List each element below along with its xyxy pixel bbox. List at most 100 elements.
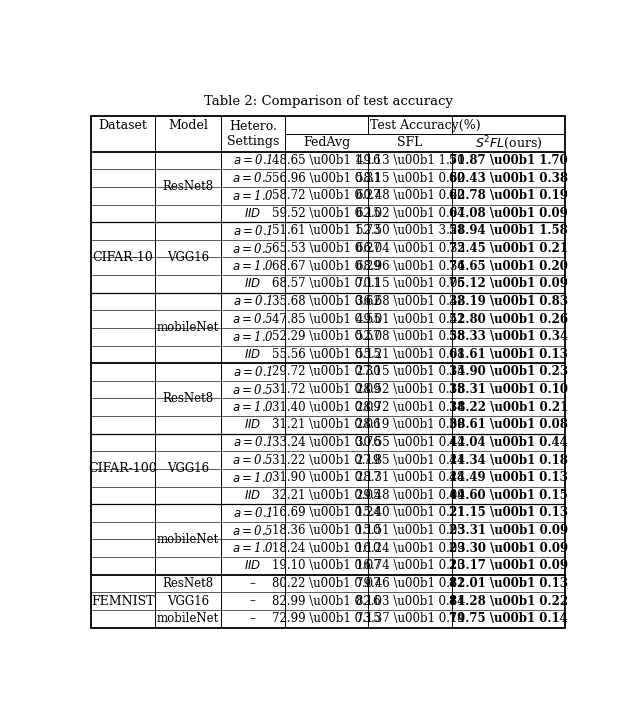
Text: 38.22 \u00b1 0.21: 38.22 \u00b1 0.21 [449, 401, 568, 414]
Text: 16.74 \u00b1 0.10: 16.74 \u00b1 0.10 [356, 560, 465, 572]
Text: 72.99 \u00b1 0.15: 72.99 \u00b1 0.15 [272, 612, 381, 625]
Text: 38.19 \u00b1 0.83: 38.19 \u00b1 0.83 [449, 295, 568, 308]
Text: VGG16: VGG16 [167, 595, 209, 607]
Text: 82.03 \u00b1 0.11: 82.03 \u00b1 0.11 [356, 595, 465, 607]
Text: 73.37 \u00b1 0.14: 73.37 \u00b1 0.14 [356, 612, 465, 625]
Text: 44.04 \u00b1 0.44: 44.04 \u00b1 0.44 [449, 436, 568, 449]
Text: 58.15 \u00b1 0.32: 58.15 \u00b1 0.32 [356, 172, 465, 184]
Text: $a = $0.1: $a = $0.1 [233, 365, 273, 379]
Text: 23.31 \u00b1 0.09: 23.31 \u00b1 0.09 [449, 524, 568, 537]
Text: 15.40 \u00b1 0.21: 15.40 \u00b1 0.21 [356, 506, 465, 520]
Text: 29.48 \u00b1 0.09: 29.48 \u00b1 0.09 [356, 489, 465, 502]
Text: VGG16: VGG16 [167, 462, 209, 476]
Text: ResNet8: ResNet8 [163, 577, 214, 590]
Text: $IID$: $IID$ [244, 207, 262, 220]
Text: SFL: SFL [397, 136, 423, 150]
Text: $a = $0.5: $a = $0.5 [232, 382, 274, 397]
Text: 49.13 \u00b1 1.70: 49.13 \u00b1 1.70 [356, 154, 465, 167]
Text: 33.24 \u00b1 0.76: 33.24 \u00b1 0.76 [272, 436, 381, 449]
Text: 60.43 \u00b1 0.38: 60.43 \u00b1 0.38 [449, 172, 568, 184]
Text: 38.61 \u00b1 0.08: 38.61 \u00b1 0.08 [449, 419, 568, 431]
Text: 28.19 \u00b1 0.09: 28.19 \u00b1 0.09 [356, 419, 465, 431]
Text: 48.65 \u00b1 1.16: 48.65 \u00b1 1.16 [272, 154, 381, 167]
Text: 31.72 \u00b1 0.09: 31.72 \u00b1 0.09 [272, 383, 381, 396]
Text: 80.22 \u00b1 0.07: 80.22 \u00b1 0.07 [272, 577, 381, 590]
Text: 23.30 \u00b1 0.09: 23.30 \u00b1 0.09 [449, 542, 568, 555]
Text: $a = $1.0: $a = $1.0 [232, 259, 274, 273]
Text: 60.48 \u00b1 0.20: 60.48 \u00b1 0.20 [356, 189, 465, 202]
Text: mobileNet: mobileNet [157, 533, 220, 546]
Text: $a = $0.5: $a = $0.5 [232, 453, 274, 467]
Text: CIFAR-10: CIFAR-10 [93, 251, 154, 264]
Text: $a = $0.5: $a = $0.5 [232, 171, 274, 185]
Text: FedAvg: FedAvg [303, 136, 350, 150]
Text: 68.96 \u00b1 0.36: 68.96 \u00b1 0.36 [356, 260, 465, 273]
Text: 79.46 \u00b1 0.11: 79.46 \u00b1 0.11 [356, 577, 465, 590]
Text: $a = $1.0: $a = $1.0 [232, 189, 274, 203]
Text: $IID$: $IID$ [244, 348, 262, 361]
Text: 52.08 \u00b1 0.35: 52.08 \u00b1 0.35 [356, 330, 465, 343]
Text: FEMNIST: FEMNIST [92, 595, 155, 607]
Text: –: – [250, 612, 256, 625]
Text: $a = $1.0: $a = $1.0 [232, 471, 274, 485]
Text: 28.72 \u00b1 0.14: 28.72 \u00b1 0.14 [356, 401, 465, 414]
Text: $a = $0.1: $a = $0.1 [233, 295, 273, 308]
Text: 55.21 \u00b1 0.08: 55.21 \u00b1 0.08 [356, 348, 465, 361]
Text: $IID$: $IID$ [244, 419, 262, 431]
Text: Table 2: Comparison of test accuracy: Table 2: Comparison of test accuracy [204, 95, 452, 108]
Text: 52.50 \u00b1 3.21: 52.50 \u00b1 3.21 [356, 224, 465, 238]
Text: $a = $1.0: $a = $1.0 [232, 400, 274, 414]
Text: 62.02 \u00b1 0.07: 62.02 \u00b1 0.07 [356, 207, 465, 220]
Text: 52.29 \u00b1 0.57: 52.29 \u00b1 0.57 [272, 330, 381, 343]
Text: 29.72 \u00b1 0.30: 29.72 \u00b1 0.30 [272, 365, 381, 379]
Text: Model: Model [168, 119, 208, 132]
Text: 18.24 \u00b1 0.10: 18.24 \u00b1 0.10 [272, 542, 381, 555]
Text: 16.69 \u00b1 0.24: 16.69 \u00b1 0.24 [272, 506, 381, 520]
Text: mobileNet: mobileNet [157, 612, 220, 625]
Text: $a = $0.5: $a = $0.5 [232, 312, 274, 326]
Text: 49.01 \u00b1 0.41: 49.01 \u00b1 0.41 [356, 313, 465, 325]
Text: 31.21 \u00b1 0.06: 31.21 \u00b1 0.06 [272, 419, 381, 431]
Text: $IID$: $IID$ [244, 278, 262, 290]
Text: $a = $1.0: $a = $1.0 [232, 541, 274, 555]
Text: 51.61 \u00b1 1.73: 51.61 \u00b1 1.73 [272, 224, 381, 238]
Text: $a = $1.0: $a = $1.0 [232, 330, 274, 344]
Text: 36.68 \u00b1 0.42: 36.68 \u00b1 0.42 [356, 295, 465, 308]
Text: ResNet8: ResNet8 [163, 392, 214, 405]
Text: VGG16: VGG16 [167, 251, 209, 264]
Text: $a = $0.1: $a = $0.1 [233, 224, 273, 238]
Text: mobileNet: mobileNet [157, 321, 220, 335]
Text: 35.68 \u00b1 0.62: 35.68 \u00b1 0.62 [272, 295, 381, 308]
Text: Hetero.: Hetero. [229, 120, 276, 133]
Text: 58.94 \u00b1 1.58: 58.94 \u00b1 1.58 [449, 224, 568, 238]
Text: 21.15 \u00b1 0.13: 21.15 \u00b1 0.13 [449, 506, 568, 520]
Text: 61.61 \u00b1 0.13: 61.61 \u00b1 0.13 [449, 348, 568, 361]
Text: 55.56 \u00b1 0.15: 55.56 \u00b1 0.15 [272, 348, 381, 361]
Text: –: – [250, 577, 256, 590]
Text: 75.12 \u00b1 0.09: 75.12 \u00b1 0.09 [449, 278, 568, 290]
Text: $IID$: $IID$ [244, 489, 262, 502]
Text: 44.60 \u00b1 0.15: 44.60 \u00b1 0.15 [449, 489, 568, 502]
Text: 56.96 \u00b1 0.31: 56.96 \u00b1 0.31 [272, 172, 381, 184]
Text: 59.52 \u00b1 0.15: 59.52 \u00b1 0.15 [272, 207, 381, 220]
Text: 84.28 \u00b1 0.22: 84.28 \u00b1 0.22 [449, 595, 568, 607]
Text: 74.65 \u00b1 0.20: 74.65 \u00b1 0.20 [449, 260, 568, 273]
Text: CIFAR-100: CIFAR-100 [88, 462, 157, 476]
Text: ResNet8: ResNet8 [163, 180, 214, 194]
Text: 19.10 \u00b1 0.07: 19.10 \u00b1 0.07 [272, 560, 381, 572]
Text: 79.75 \u00b1 0.14: 79.75 \u00b1 0.14 [449, 612, 568, 625]
Text: Dataset: Dataset [99, 119, 147, 132]
Text: $a = $0.5: $a = $0.5 [232, 523, 274, 538]
Text: 82.99 \u00b1 0.16: 82.99 \u00b1 0.16 [272, 595, 381, 607]
Text: 28.31 \u00b1 0.28: 28.31 \u00b1 0.28 [356, 471, 465, 484]
Text: 34.90 \u00b1 0.23: 34.90 \u00b1 0.23 [449, 365, 568, 379]
Text: 51.87 \u00b1 1.70: 51.87 \u00b1 1.70 [449, 154, 568, 167]
Text: 27.15 \u00b1 0.15: 27.15 \u00b1 0.15 [356, 365, 465, 379]
Text: 27.85 \u00b1 0.21: 27.85 \u00b1 0.21 [356, 454, 465, 466]
Text: $S^2FL$(ours): $S^2FL$(ours) [475, 134, 542, 152]
Text: –: – [250, 595, 256, 607]
Text: $IID$: $IID$ [244, 560, 262, 572]
Text: 44.49 \u00b1 0.13: 44.49 \u00b1 0.13 [449, 471, 568, 484]
Text: 30.55 \u00b1 0.42: 30.55 \u00b1 0.42 [356, 436, 465, 449]
Text: 32.21 \u00b1 0.05: 32.21 \u00b1 0.05 [272, 489, 381, 502]
